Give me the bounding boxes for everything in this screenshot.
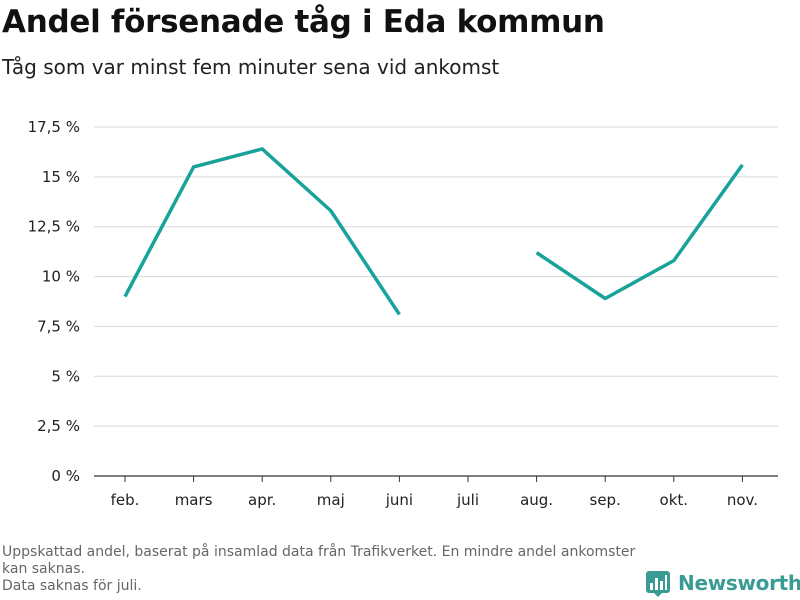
x-tick-label: okt. bbox=[660, 491, 689, 509]
footnote-source: Uppskattad andel, baserat på insamlad da… bbox=[2, 544, 636, 577]
chart-title: Andel försenade tåg i Eda kommun bbox=[2, 4, 605, 40]
x-tick-label: juli bbox=[456, 491, 479, 509]
chart-subtitle: Tåg som var minst fem minuter sena vid a… bbox=[2, 55, 500, 79]
bar-chart-logo-icon bbox=[646, 571, 670, 597]
x-tick-label: juni bbox=[385, 491, 413, 509]
y-tick-label: 10 % bbox=[42, 268, 80, 286]
x-tick-label: nov. bbox=[727, 491, 758, 509]
x-tick-label: feb. bbox=[111, 491, 140, 509]
y-tick-label: 17,5 % bbox=[28, 118, 80, 136]
y-tick-label: 0 % bbox=[51, 467, 80, 485]
footnote-missing-data: Data saknas för juli. bbox=[2, 578, 142, 594]
brand-logo[interactable]: Newsworthy bbox=[644, 568, 800, 598]
y-tick-label: 2,5 % bbox=[37, 417, 80, 435]
x-tick-label: apr. bbox=[248, 491, 276, 509]
x-axis-ticks: feb. mars apr. maj juni juli aug. sep. okt. nov. bbox=[111, 476, 758, 509]
x-tick-label: sep. bbox=[590, 491, 621, 509]
x-tick-label: mars bbox=[175, 491, 213, 509]
y-tick-label: 5 % bbox=[51, 367, 80, 385]
series-line bbox=[123, 147, 401, 316]
y-axis-ticks: 0 % 2,5 % 5 % 7,5 % 10 % 12,5 % 15 % 17,5 % bbox=[28, 118, 80, 485]
footnote: Uppskattad andel, baserat på insamlad da… bbox=[2, 544, 642, 595]
line-chart: 0 % 2,5 % 5 % 7,5 % 10 % 12,5 % 15 % 17,5 % feb… bbox=[28, 118, 778, 509]
series-layer bbox=[123, 147, 744, 316]
brand-name: Newsworthy bbox=[678, 571, 800, 595]
y-tick-label: 15 % bbox=[42, 168, 80, 186]
series-line bbox=[535, 163, 744, 301]
x-tick-label: maj bbox=[317, 491, 345, 509]
y-tick-label: 12,5 % bbox=[28, 218, 80, 236]
y-tick-label: 7,5 % bbox=[37, 317, 80, 335]
x-tick-label: aug. bbox=[520, 491, 553, 509]
gridlines bbox=[94, 126, 778, 477]
